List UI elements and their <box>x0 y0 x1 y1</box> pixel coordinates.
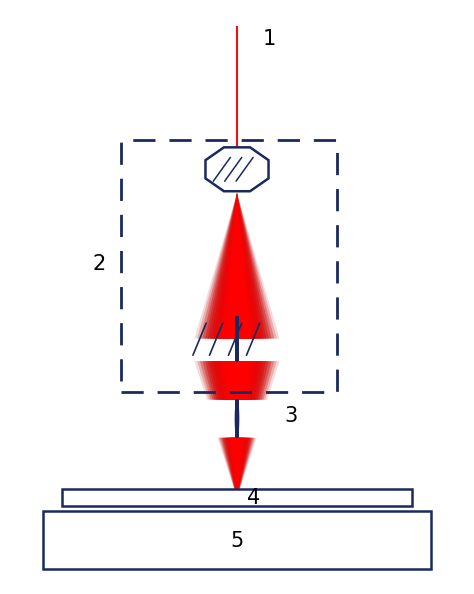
Polygon shape <box>218 438 256 498</box>
Polygon shape <box>221 361 253 400</box>
Bar <box>62 489 412 506</box>
Polygon shape <box>219 193 255 339</box>
Text: 2: 2 <box>92 254 106 274</box>
Polygon shape <box>216 193 258 339</box>
Text: 3: 3 <box>284 406 298 426</box>
Polygon shape <box>202 193 272 339</box>
Polygon shape <box>216 361 258 400</box>
Polygon shape <box>205 361 269 400</box>
Polygon shape <box>205 193 269 339</box>
Polygon shape <box>224 438 250 498</box>
Polygon shape <box>236 400 238 438</box>
Polygon shape <box>200 361 274 400</box>
Polygon shape <box>225 438 249 498</box>
Polygon shape <box>226 438 248 498</box>
Bar <box>43 511 431 569</box>
Polygon shape <box>231 438 243 498</box>
Text: 5: 5 <box>230 530 244 551</box>
Polygon shape <box>197 361 277 400</box>
Polygon shape <box>220 438 254 498</box>
Polygon shape <box>194 361 280 400</box>
Polygon shape <box>197 193 277 339</box>
Polygon shape <box>202 361 272 400</box>
Polygon shape <box>208 193 266 339</box>
Polygon shape <box>221 193 253 339</box>
Text: 4: 4 <box>247 488 260 508</box>
Polygon shape <box>224 193 250 339</box>
Text: 1: 1 <box>263 29 276 49</box>
Polygon shape <box>205 147 269 191</box>
Polygon shape <box>210 193 264 339</box>
Polygon shape <box>194 193 280 339</box>
Polygon shape <box>221 438 253 498</box>
Bar <box>121 140 337 392</box>
Polygon shape <box>222 438 252 498</box>
Polygon shape <box>224 361 250 400</box>
Polygon shape <box>210 361 264 400</box>
Polygon shape <box>228 438 246 498</box>
Polygon shape <box>200 193 274 339</box>
Polygon shape <box>213 361 261 400</box>
Polygon shape <box>208 361 266 400</box>
Polygon shape <box>213 193 261 339</box>
Polygon shape <box>219 361 255 400</box>
Polygon shape <box>230 438 244 498</box>
Polygon shape <box>219 438 255 498</box>
Polygon shape <box>228 438 246 498</box>
